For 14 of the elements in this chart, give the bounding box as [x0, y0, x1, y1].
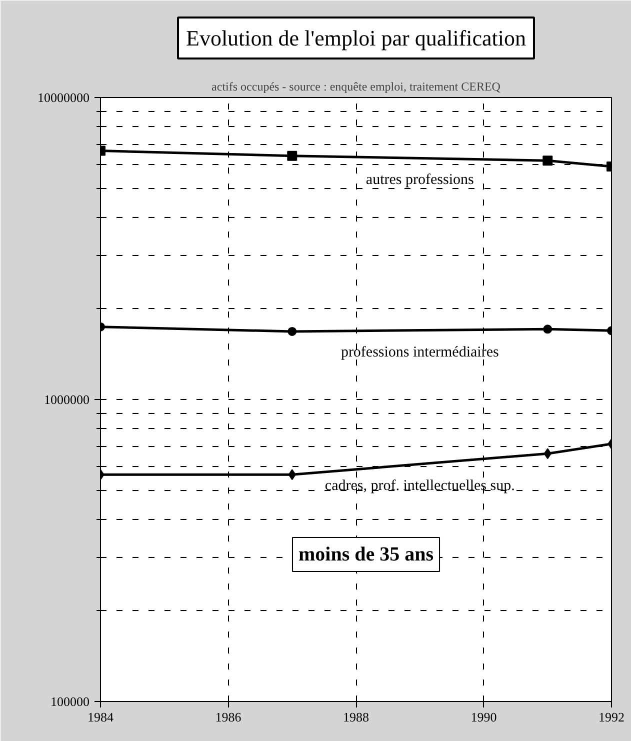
annotation: moins de 35 ans	[298, 544, 434, 566]
chart-title: Evolution de l'emploi par qualification	[186, 26, 526, 50]
x-tick-label: 1990	[470, 710, 497, 724]
chart-subtitle: actifs occupés - source : enquête emploi, traitement CEREQ	[212, 80, 501, 94]
y-tick-label: 10000000	[38, 90, 90, 105]
series-label: autres professions	[366, 172, 474, 188]
x-tick-label: 1992	[598, 710, 624, 724]
x-tick-label: 1986	[215, 710, 242, 724]
y-tick-label: 100000	[50, 694, 90, 709]
x-tick-label: 1988	[343, 710, 369, 724]
series-label: cadres, prof. intellectuelles sup.	[324, 478, 515, 494]
x-tick-label: 1984	[88, 710, 114, 724]
y-tick-label: 1000000	[44, 392, 90, 407]
series-label: professions intermédiaires	[340, 344, 499, 360]
